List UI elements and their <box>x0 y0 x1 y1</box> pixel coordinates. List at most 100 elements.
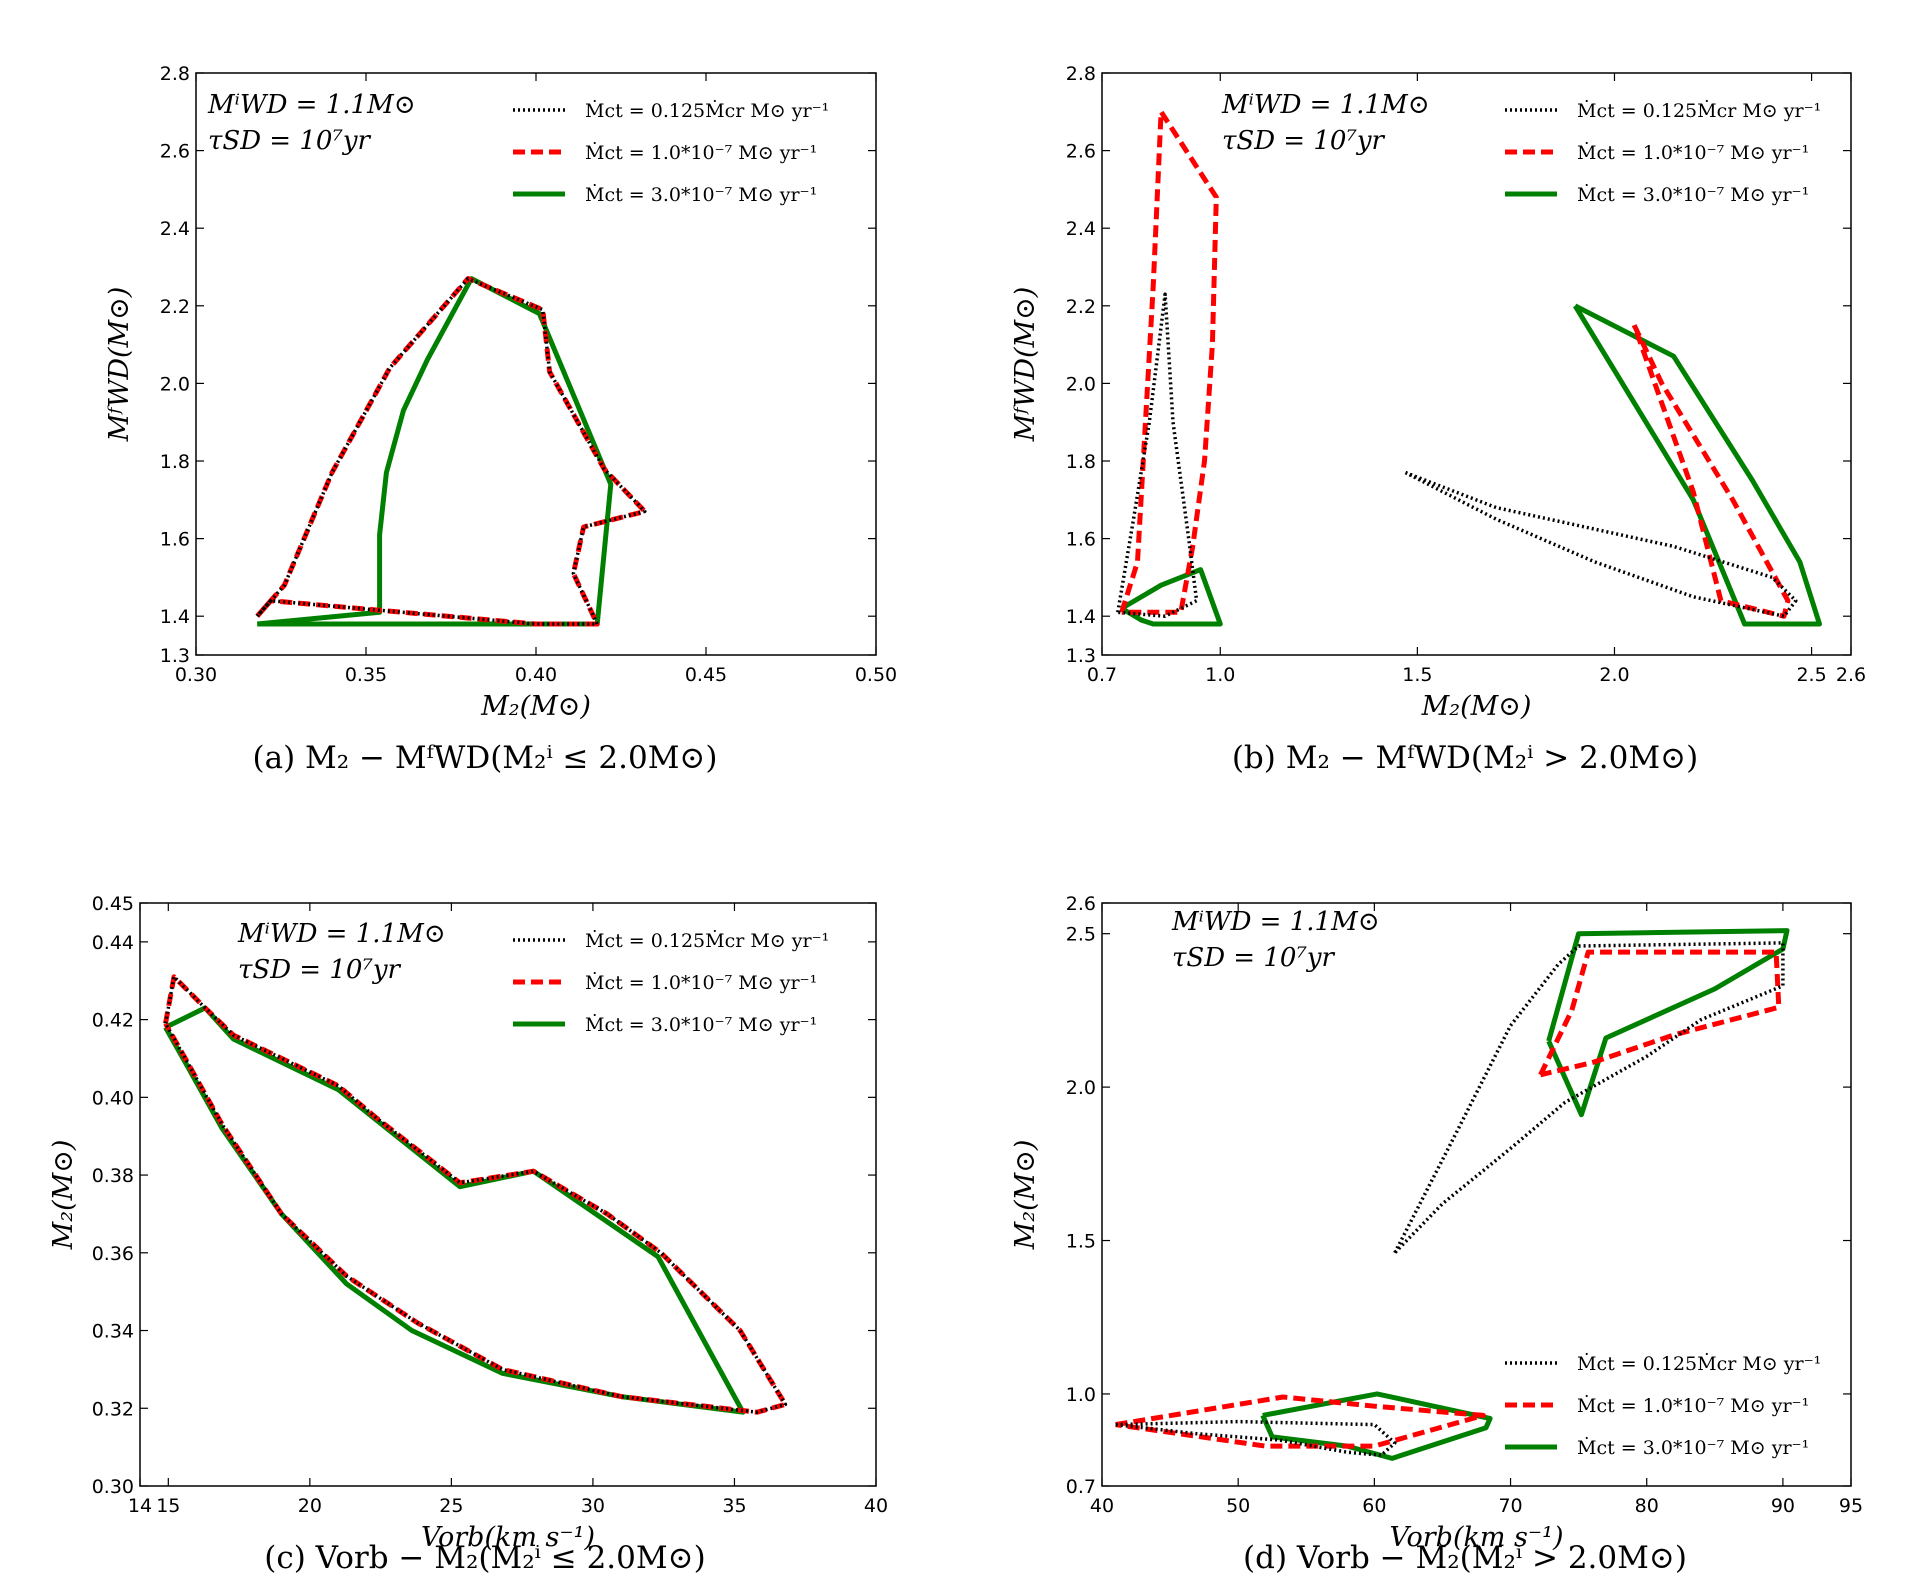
y-tick-label: 0.40 <box>92 1087 134 1109</box>
x-axis-label: Vorb(km s⁻¹) <box>1389 1522 1563 1553</box>
y-tick-label: 0.45 <box>92 893 134 915</box>
caption-b: (b) M₂ − MᶠWD(M₂ⁱ > 2.0M⊙) <box>1231 740 1699 776</box>
y-tick-label: 2.0 <box>1066 1077 1096 1099</box>
panel-b: 0.7 1.0 1.5 2.0 2.5 2.6 1.3 1.4 1.6 1.8 2.0 2.2 2.4 2… <box>1010 63 1866 722</box>
legend-label: Ṁct = 0.125Ṁcr M⊙ yr⁻¹ <box>1577 1352 1821 1375</box>
x-tick-label: 0.50 <box>855 664 897 686</box>
legend-label: Ṁct = 3.0*10⁻⁷ M⊙ yr⁻¹ <box>585 183 817 206</box>
series-line-dashed <box>1631 324 1791 619</box>
panel-a: 0.30 0.35 0.40 0.45 0.50 1.3 1.4 1.6 1.8 2.0 2.2 2.… <box>104 63 897 722</box>
y-tick-label: 2.6 <box>160 141 190 163</box>
legend-label: Ṁct = 1.0*10⁻⁷ M⊙ yr⁻¹ <box>1577 141 1809 164</box>
y-tick-label: 1.3 <box>1066 645 1096 667</box>
x-tick-label: 2.5 <box>1796 664 1826 686</box>
legend-label: Ṁct = 0.125Ṁcr M⊙ yr⁻¹ <box>585 929 829 952</box>
y-tick-label: 2.6 <box>1066 893 1096 915</box>
y-axis-label: M₂(M⊙) <box>1010 1140 1041 1251</box>
series-line-solid <box>163 1005 746 1415</box>
x-tick-label: 95 <box>1839 1495 1863 1517</box>
y-tick-label: 2.0 <box>160 373 190 395</box>
legend-label: Ṁct = 3.0*10⁻⁷ M⊙ yr⁻¹ <box>1577 1436 1809 1459</box>
x-tick-label: 50 <box>1226 1495 1250 1517</box>
y-tick-label: 0.38 <box>92 1165 134 1187</box>
legend-label: Ṁct = 0.125Ṁcr M⊙ yr⁻¹ <box>585 99 829 122</box>
y-axis-label: MᶠWD(M⊙) <box>104 287 135 443</box>
x-tick-label: 25 <box>439 1495 463 1517</box>
series-line-solid <box>1120 567 1223 627</box>
y-tick-label: 1.4 <box>1066 606 1096 628</box>
y-tick-label: 2.6 <box>1066 141 1096 163</box>
annotation-text: MⁱWD = 1.1M⊙ <box>207 90 416 120</box>
legend-label: Ṁct = 1.0*10⁻⁷ M⊙ yr⁻¹ <box>585 141 817 164</box>
series-line-solid <box>1572 303 1822 627</box>
annotation-text: τSD = 10⁷yr <box>1172 943 1336 973</box>
annotation-text: MⁱWD = 1.1M⊙ <box>1221 90 1430 120</box>
y-tick-label: 0.34 <box>92 1321 134 1343</box>
annotation-text: MⁱWD = 1.1M⊙ <box>1171 907 1380 937</box>
y-tick-label: 0.32 <box>92 1398 134 1420</box>
series-line-solid <box>256 276 614 627</box>
legend-label: Ṁct = 3.0*10⁻⁷ M⊙ yr⁻¹ <box>1577 183 1809 206</box>
y-tick-label: 2.8 <box>1066 63 1096 85</box>
series-line-dashed <box>1538 949 1782 1078</box>
y-tick-label: 2.8 <box>160 63 190 85</box>
y-tick-label: 1.6 <box>1066 529 1096 551</box>
x-tick-label: 1.5 <box>1402 664 1432 686</box>
x-tick-label: 2.0 <box>1599 664 1629 686</box>
x-tick-label: 20 <box>298 1495 322 1517</box>
x-tick-label: 15 <box>156 1495 180 1517</box>
annotation-text: MⁱWD = 1.1M⊙ <box>237 919 446 949</box>
y-tick-label: 0.42 <box>92 1010 134 1032</box>
annotation-text: τSD = 10⁷yr <box>1222 126 1386 156</box>
series-line-dotted <box>1404 470 1798 618</box>
y-tick-label: 1.8 <box>1066 451 1096 473</box>
annotation-text: τSD = 10⁷yr <box>238 955 402 985</box>
series-line-dotted <box>1393 941 1785 1255</box>
y-tick-label: 1.6 <box>160 529 190 551</box>
x-tick-label: 30 <box>581 1495 605 1517</box>
y-tick-label: 1.5 <box>1066 1231 1096 1253</box>
series-line-solid <box>1260 1391 1493 1461</box>
series-line-dashed <box>255 276 648 627</box>
y-tick-label: 2.2 <box>160 296 190 318</box>
x-tick-label: 14 <box>128 1495 152 1517</box>
x-tick-label: 60 <box>1362 1495 1386 1517</box>
y-tick-label: 1.0 <box>1066 1384 1096 1406</box>
series-line-solid <box>1546 928 1790 1118</box>
y-tick-label: 1.8 <box>160 451 190 473</box>
y-tick-label: 2.2 <box>1066 296 1096 318</box>
y-tick-label: 0.44 <box>92 932 134 954</box>
x-tick-label: 90 <box>1771 1495 1795 1517</box>
legend-label: Ṁct = 1.0*10⁻⁷ M⊙ yr⁻¹ <box>1577 1394 1809 1417</box>
x-tick-label: 40 <box>1090 1495 1114 1517</box>
y-tick-label: 1.4 <box>160 606 190 628</box>
series-line-dotted <box>255 276 647 626</box>
x-tick-label: 0.7 <box>1087 664 1117 686</box>
caption-a: (a) M₂ − MᶠWD(M₂ⁱ ≤ 2.0M⊙) <box>252 740 718 776</box>
plot-frame <box>139 902 877 1487</box>
y-tick-label: 2.5 <box>1066 924 1096 946</box>
x-tick-label: 2.6 <box>1836 664 1866 686</box>
series-line-dashed <box>163 974 788 1415</box>
annotation-text: τSD = 10⁷yr <box>208 126 372 156</box>
y-tick-label: 2.4 <box>160 218 190 240</box>
y-tick-label: 1.3 <box>160 645 190 667</box>
panel-d: 40 50 60 70 80 90 95 0.7 1.0 1.5 2.0 2.5 2.6 Vorb(km … <box>1010 893 1863 1553</box>
y-tick-label: 0.7 <box>1066 1476 1096 1498</box>
y-axis-label: MᶠWD(M⊙) <box>1010 287 1041 443</box>
y-tick-label: 0.36 <box>92 1243 134 1265</box>
x-tick-label: 0.35 <box>345 664 387 686</box>
x-tick-label: 70 <box>1498 1495 1522 1517</box>
x-tick-label: 1.0 <box>1205 664 1235 686</box>
x-axis-label: M₂(M⊙) <box>480 691 591 722</box>
x-tick-label: 0.40 <box>515 664 557 686</box>
y-axis-label: M₂(M⊙) <box>48 1140 79 1251</box>
y-tick-label: 0.30 <box>92 1476 134 1498</box>
series-line-dotted <box>163 975 788 1414</box>
panel-c: 14 15 20 25 30 35 40 0.30 0.32 0.34 0.36 0.38 0.40 0.… <box>48 893 888 1553</box>
caption-c: (c) Vorb − M₂(M₂ⁱ ≤ 2.0M⊙) <box>264 1540 706 1576</box>
x-tick-label: 0.30 <box>175 664 217 686</box>
x-tick-label: 35 <box>722 1495 746 1517</box>
x-axis-label: Vorb(km s⁻¹) <box>421 1522 595 1553</box>
